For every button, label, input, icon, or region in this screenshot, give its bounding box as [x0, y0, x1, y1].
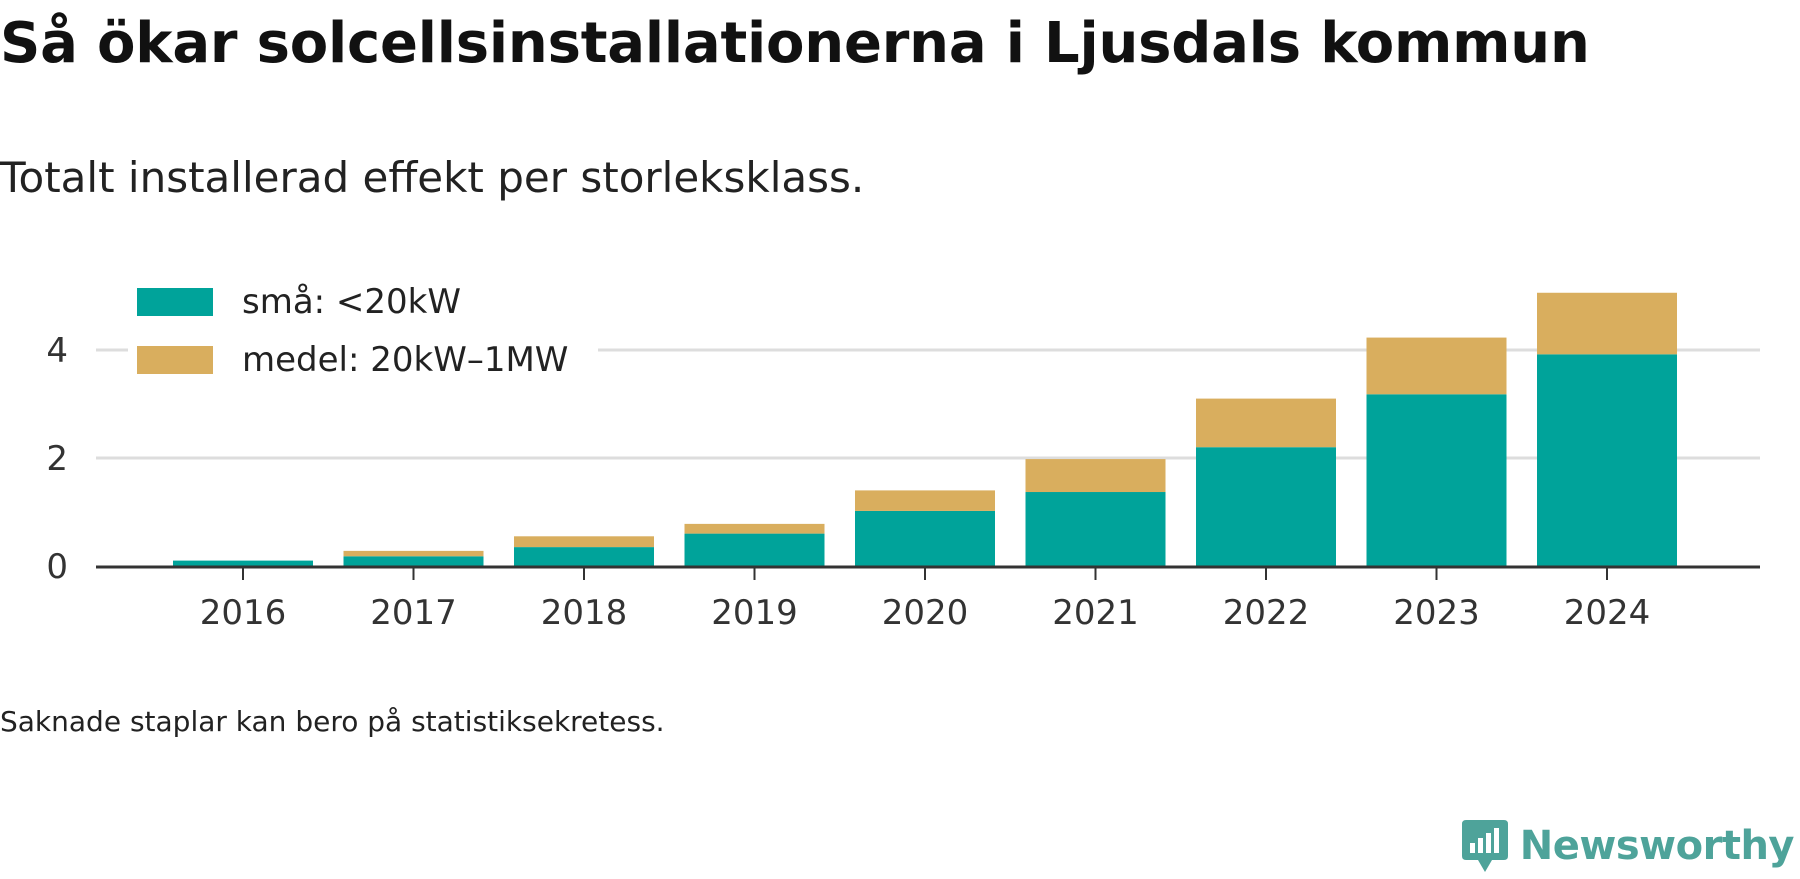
x-tick-label: 2020: [882, 593, 969, 633]
y-tick-label: 4: [46, 331, 68, 371]
bar-medium-2018: [514, 536, 654, 548]
bar-medium-2023: [1366, 337, 1507, 395]
y-axis-tick-labels: 0 2 4: [46, 331, 68, 587]
x-tick-label: 2024: [1564, 593, 1651, 633]
x-tick-label: 2018: [541, 593, 628, 633]
x-axis: 2016 2017 2018 2019 2020 2021 2022 2023 2024: [96, 565, 1760, 633]
legend-swatch: [137, 346, 213, 374]
bar-small-2024: [1537, 354, 1677, 566]
bars: [173, 292, 1677, 566]
bar-medium-2020: [855, 490, 995, 511]
legend: små: <20kW medel: 20kW–1MW: [128, 270, 598, 388]
x-tick-label: 2023: [1393, 593, 1480, 633]
bar-chart: 2016 2017 2018 2019 2020 2021 2022 2023 2024 0 2 4…: [46, 270, 1760, 633]
chart-subtitle: Totalt installerad effekt per storlekskl…: [0, 153, 865, 202]
bar-small-2022: [1196, 447, 1336, 566]
bar-small-2019: [684, 533, 825, 566]
x-tick-label: 2019: [711, 593, 798, 633]
x-tick-label: 2021: [1052, 593, 1139, 633]
bar-small-2018: [514, 547, 654, 566]
bar-small-2017: [343, 556, 484, 566]
bar-medium-2021: [1025, 459, 1166, 493]
bar-medium-2022: [1196, 398, 1336, 448]
legend-label: medel: 20kW–1MW: [242, 340, 568, 380]
x-tick-label: 2016: [200, 593, 287, 633]
bar-small-2023: [1366, 394, 1507, 566]
newsworthy-logo-icon: [1461, 820, 1508, 872]
brand: Newsworthy: [1460, 818, 1795, 874]
chart-title: Så ökar solcellsinstallationerna i Ljusd…: [0, 11, 1590, 76]
bar-medium-2017: [343, 550, 484, 557]
legend-label: små: <20kW: [242, 282, 461, 322]
y-tick-label: 2: [46, 439, 68, 479]
x-tick-label: 2022: [1223, 593, 1310, 633]
bar-medium-2024: [1537, 292, 1677, 355]
bar-small-2016: [173, 560, 313, 566]
legend-swatch: [137, 288, 213, 316]
bar-small-2020: [855, 510, 995, 566]
brand-name: Newsworthy: [1519, 823, 1795, 869]
footnote: Saknade staplar kan bero på statistiksek…: [0, 705, 665, 738]
bar-medium-2019: [684, 523, 825, 534]
bar-small-2021: [1025, 492, 1166, 566]
x-tick-label: 2017: [370, 593, 457, 633]
y-tick-label: 0: [46, 547, 68, 587]
